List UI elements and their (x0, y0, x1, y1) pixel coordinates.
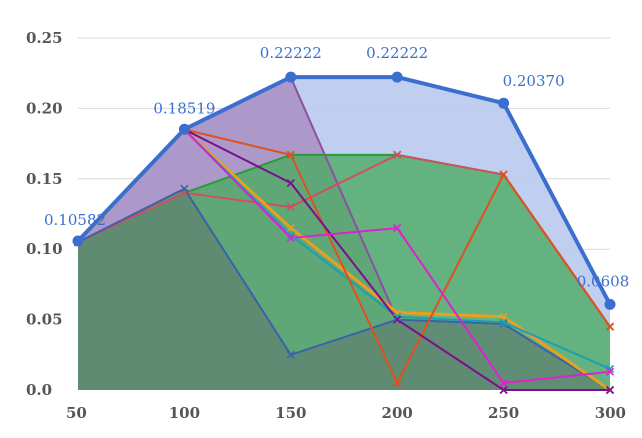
x-tick-label: 200 (382, 404, 413, 422)
series-0-point-3 (391, 71, 403, 83)
series-4-point-4 (499, 319, 508, 328)
y-tick-label: 0.15 (26, 170, 63, 188)
y-tick-label: 0.20 (26, 99, 63, 117)
x-tick-label: 300 (595, 404, 626, 422)
series-8-point-4 (499, 385, 508, 395)
series-4-point-2 (286, 350, 295, 359)
series-9-point-5 (605, 367, 615, 376)
data-label: 0.22222 (366, 44, 428, 62)
series-3-point-3 (393, 150, 402, 159)
series-7-point-3 (393, 378, 402, 388)
data-label: 0.18519 (153, 99, 215, 117)
data-label: 0.22222 (260, 44, 322, 62)
series-0-point-1 (178, 123, 190, 135)
series-markers (72, 71, 616, 395)
series-8-point-3 (393, 315, 402, 324)
data-label: 0.20370 (503, 72, 565, 90)
y-axis-tick-labels: 0.0 0.05 0.10 0.15 0.20 0.25 (26, 29, 63, 399)
x-tick-label: 50 (66, 404, 87, 422)
x-tick-label: 150 (275, 404, 306, 422)
data-labels: 0.10582 0.18519 0.22222 0.22222 0.20370 0.060… (44, 44, 629, 290)
series-9-point-3 (393, 224, 402, 233)
series-7-point-4 (499, 170, 508, 179)
y-tick-label: 0.05 (26, 311, 63, 329)
y-tick-label: 0.10 (26, 240, 63, 258)
series-4-area (78, 188, 610, 390)
series-3-point-2 (286, 202, 295, 212)
series-7-point-2 (286, 150, 295, 159)
series-0-point-4 (498, 97, 510, 109)
series-6-point-5 (605, 364, 615, 373)
series-9-point-4 (499, 378, 508, 388)
x-tick-label: 100 (169, 404, 200, 422)
series-0-point-2 (285, 71, 297, 83)
series-6-point-4 (499, 318, 508, 327)
series-lines (76, 75, 612, 392)
series-6-point-3 (393, 312, 402, 321)
y-tick-label: 0.25 (26, 29, 63, 47)
series-8-point-5 (605, 385, 615, 395)
series-9-point-2 (286, 233, 295, 243)
series-4-line (77, 187, 611, 391)
x-tick-label: 250 (488, 404, 519, 422)
series-7-point-5 (605, 322, 615, 331)
y-tick-label: 0.0 (26, 381, 52, 399)
data-label: 0.10582 (44, 211, 106, 229)
series-5-point-2 (286, 224, 295, 233)
series-0-line (76, 75, 612, 306)
series-0-point-0 (72, 235, 84, 247)
series-0-point-5 (604, 298, 616, 310)
series-8-point-2 (286, 178, 295, 188)
series-6-point-2 (286, 231, 295, 240)
data-label: 0.0608 (577, 272, 630, 290)
series-4-point-1 (180, 184, 189, 193)
x-axis-tick-labels: 50 100 150 200 250 300 (66, 404, 626, 422)
